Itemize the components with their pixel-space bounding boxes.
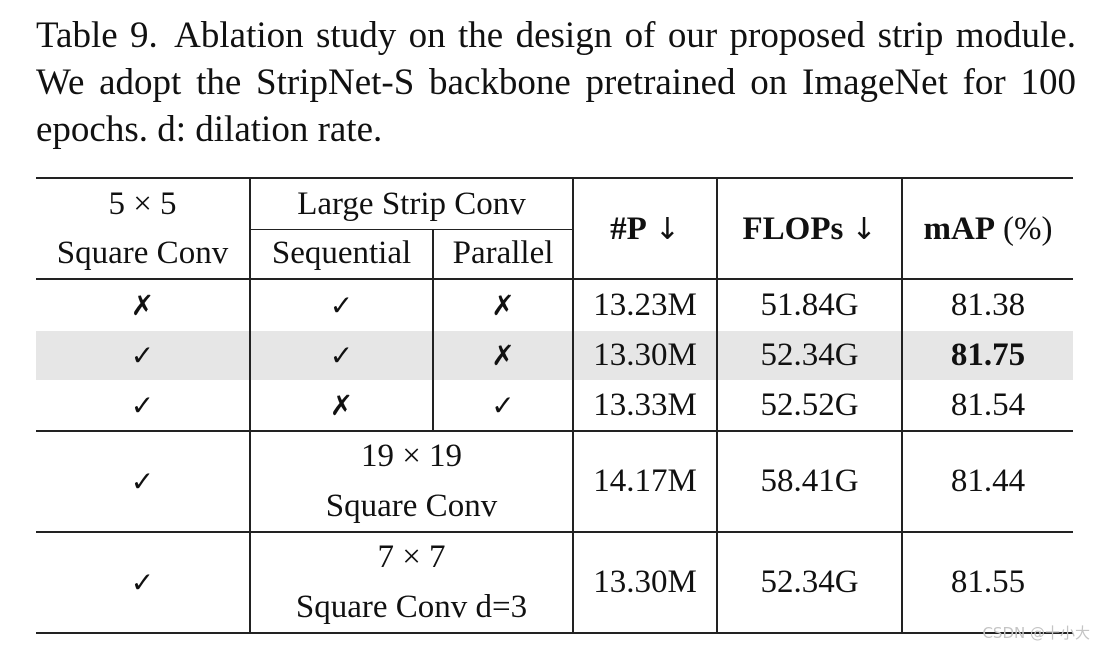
map-value: 81.55 — [950, 564, 1026, 600]
top-rule — [36, 177, 1073, 179]
params-value: 13.30M — [593, 564, 697, 600]
map-value: 81.38 — [950, 286, 1026, 323]
down-arrow-icon: ↓ — [851, 211, 877, 247]
col-divider-4 — [716, 178, 718, 633]
header-rule — [36, 278, 1073, 280]
params-value: 13.33M — [593, 386, 697, 423]
caption-text: Ablation study on the design of our prop… — [36, 15, 1076, 150]
alt-kernel-type: Square Conv — [325, 488, 498, 524]
bottom-rule — [36, 632, 1073, 634]
table-caption: Table 9. Ablation study on the design of… — [36, 12, 1076, 153]
header-flops-label: FLOPs — [742, 210, 844, 247]
col-divider-1 — [249, 178, 251, 633]
cross-mark-icon: ✗ — [329, 388, 354, 422]
section-rule-1 — [36, 430, 1073, 432]
check-mark-icon: ✓ — [130, 388, 155, 422]
flops-value: 52.52G — [760, 386, 859, 423]
map-value-best: 81.75 — [950, 337, 1026, 373]
map-value: 81.44 — [950, 463, 1026, 499]
flops-value: 51.84G — [760, 286, 859, 323]
col-divider-5 — [901, 178, 903, 633]
header-square-conv: Square Conv — [56, 234, 229, 271]
header-map-label: mAP — [923, 210, 995, 247]
check-mark-icon: ✓ — [329, 339, 354, 372]
caption-label: Table 9. — [36, 15, 158, 56]
alt-kernel-type: Square Conv d=3 — [295, 589, 528, 625]
header-map-unit: (%) — [1003, 210, 1053, 247]
header-square-size: 5 × 5 — [108, 185, 177, 222]
down-arrow-icon: ↓ — [654, 211, 680, 247]
check-mark-icon: ✓ — [130, 566, 155, 599]
alt-kernel-size: 19 × 19 — [360, 438, 463, 474]
highlighted-row-background — [36, 331, 1073, 380]
params-value: 13.30M — [593, 337, 697, 373]
check-mark-icon: ✓ — [130, 339, 155, 372]
check-mark-icon: ✓ — [329, 288, 354, 322]
header-sequential: Sequential — [271, 234, 412, 271]
flops-value: 52.34G — [760, 337, 859, 373]
watermark: CSDN @十小大 — [982, 624, 1090, 642]
params-value: 13.23M — [593, 286, 697, 323]
header-flops: FLOPs ↓ — [718, 180, 901, 278]
header-params: #P ↓ — [574, 180, 716, 278]
alt-kernel-size: 7 × 7 — [377, 539, 446, 575]
map-value: 81.54 — [950, 386, 1026, 423]
group-underline — [250, 229, 573, 230]
cross-mark-icon: ✗ — [491, 288, 515, 322]
cross-mark-icon: ✗ — [130, 288, 155, 322]
col-divider-3 — [572, 178, 574, 633]
flops-value: 58.41G — [760, 463, 859, 499]
flops-value: 52.34G — [760, 564, 859, 600]
params-value: 14.17M — [593, 463, 697, 499]
header-large-strip-conv: Large Strip Conv — [297, 185, 526, 222]
cross-mark-icon: ✗ — [491, 339, 515, 372]
check-mark-icon: ✓ — [130, 465, 155, 498]
section-rule-2 — [36, 531, 1073, 533]
header-map: mAP (%) — [903, 180, 1073, 278]
header-params-label: #P — [610, 210, 647, 247]
col-divider-2 — [432, 229, 434, 431]
header-parallel: Parallel — [452, 234, 554, 271]
check-mark-icon: ✓ — [491, 388, 515, 422]
